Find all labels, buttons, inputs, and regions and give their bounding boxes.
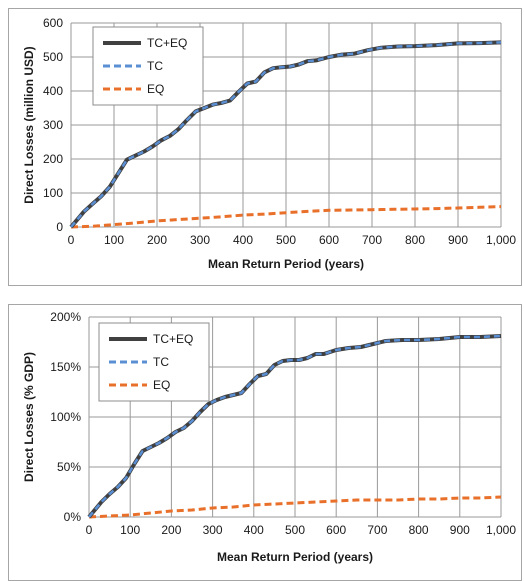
x-tick-label: 1,000 [486,523,516,537]
x-tick-label: 600 [319,233,339,247]
legend-label: TC+EQ [147,36,187,50]
y-tick-label: 0 [56,220,63,234]
x-tick-label: 300 [190,233,210,247]
series-line-eq [70,205,502,229]
x-tick-label: 800 [409,523,429,537]
x-tick-label: 100 [120,523,140,537]
y-tick-label: 600 [43,16,63,30]
x-tick-label: 0 [68,233,75,247]
x-tick-label: 100 [104,233,124,247]
y-tick-label: 300 [43,118,63,132]
x-tick-label: 500 [276,233,296,247]
losses-usd-chart: 0 100 200 300 400 500 600 700 800 900 1,000 0 100 200… [22,16,517,271]
series-line-eq [88,495,502,519]
legend: TC+EQ TC EQ [92,26,204,106]
series-lines [87,334,502,519]
x-tick-label: 500 [285,523,305,537]
x-axis-title: Mean Return Period (years) [217,550,373,564]
legend-box [98,322,210,402]
y-tick-label: 50% [57,460,81,474]
y-tick-labels: 0% 50% 100% 150% 200% [50,310,81,524]
x-tick-label: 700 [362,233,382,247]
legend-label: EQ [153,378,170,392]
x-tick-labels: 0 100 200 300 400 500 600 700 800 900 1,000 [68,233,517,247]
legend-label: TC [147,59,163,73]
x-tick-label: 200 [161,523,181,537]
x-tick-label: 300 [203,523,223,537]
x-tick-label: 0 [86,523,93,537]
x-tick-labels: 0 100 200 300 400 500 600 700 800 900 1,000 [86,523,517,537]
y-tick-label: 100 [43,186,63,200]
series-lines [69,40,502,229]
legend-label: TC [153,355,169,369]
x-tick-label: 1,000 [486,233,516,247]
y-tick-label: 100% [50,410,81,424]
x-tick-label: 900 [448,233,468,247]
legend-label: TC+EQ [153,332,193,346]
y-tick-label: 200% [50,310,81,324]
chart-panel-losses-gdp: 0 100 200 300 400 500 600 700 800 900 1,000 0% 50% 10… [8,304,522,581]
x-axis-title: Mean Return Period (years) [208,257,364,271]
chart-panel-losses-usd: 0 100 200 300 400 500 600 700 800 900 1,000 0 100 200… [8,8,522,286]
y-tick-label: 400 [43,84,63,98]
series-line-tc [88,334,502,518]
y-axis-title: Direct Losses (million USD) [22,46,36,203]
legend-box [92,26,204,106]
x-tick-label: 200 [147,233,167,247]
y-tick-label: 200 [43,152,63,166]
series-line-tc [70,41,502,228]
x-tick-label: 700 [367,523,387,537]
legend-label: EQ [147,82,164,96]
y-tick-label: 0% [64,510,82,524]
x-tick-label: 400 [233,233,253,247]
grid [70,22,502,228]
legend: TC+EQ TC EQ [98,322,210,402]
y-tick-label: 500 [43,50,63,64]
x-tick-label: 600 [326,523,346,537]
x-tick-label: 900 [450,523,470,537]
x-tick-label: 400 [244,523,264,537]
x-tick-label: 800 [405,233,425,247]
losses-gdp-chart: 0 100 200 300 400 500 600 700 800 900 1,000 0% 50% 10… [22,310,517,564]
y-tick-labels: 0 100 200 300 400 500 600 [43,16,63,234]
y-axis-title: Direct Losses (% GDP) [22,352,36,482]
y-tick-label: 150% [50,360,81,374]
